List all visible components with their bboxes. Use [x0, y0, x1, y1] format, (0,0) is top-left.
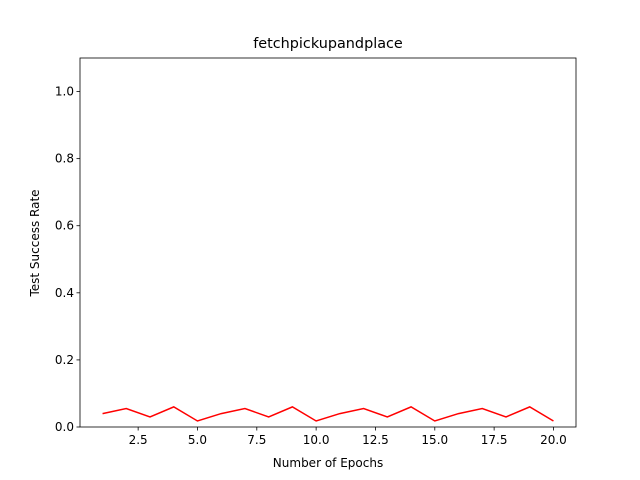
y-tick-label: 0.4 [55, 286, 74, 300]
x-tick-label: 10.0 [303, 433, 330, 447]
data-line [102, 406, 554, 422]
y-tick-label: 0.6 [55, 219, 74, 233]
x-axis-label: Number of Epochs [273, 456, 383, 470]
x-tick-label: 15.0 [421, 433, 448, 447]
x-tick-label: 7.5 [247, 433, 266, 447]
x-tick-label: 20.0 [540, 433, 567, 447]
y-tick-label: 0.0 [55, 420, 74, 434]
plot-frame [79, 57, 577, 428]
x-tick-label: 17.5 [481, 433, 508, 447]
x-tick-label: 2.5 [129, 433, 148, 447]
x-tick-label: 5.0 [188, 433, 207, 447]
y-axis-label: Test Success Rate [28, 189, 42, 297]
y-tick-label: 0.2 [55, 353, 74, 367]
chart-title: fetchpickupandplace [253, 36, 403, 52]
y-tick-label: 1.0 [55, 85, 74, 99]
x-tick-label: 12.5 [362, 433, 389, 447]
y-tick-label: 0.8 [55, 152, 74, 166]
